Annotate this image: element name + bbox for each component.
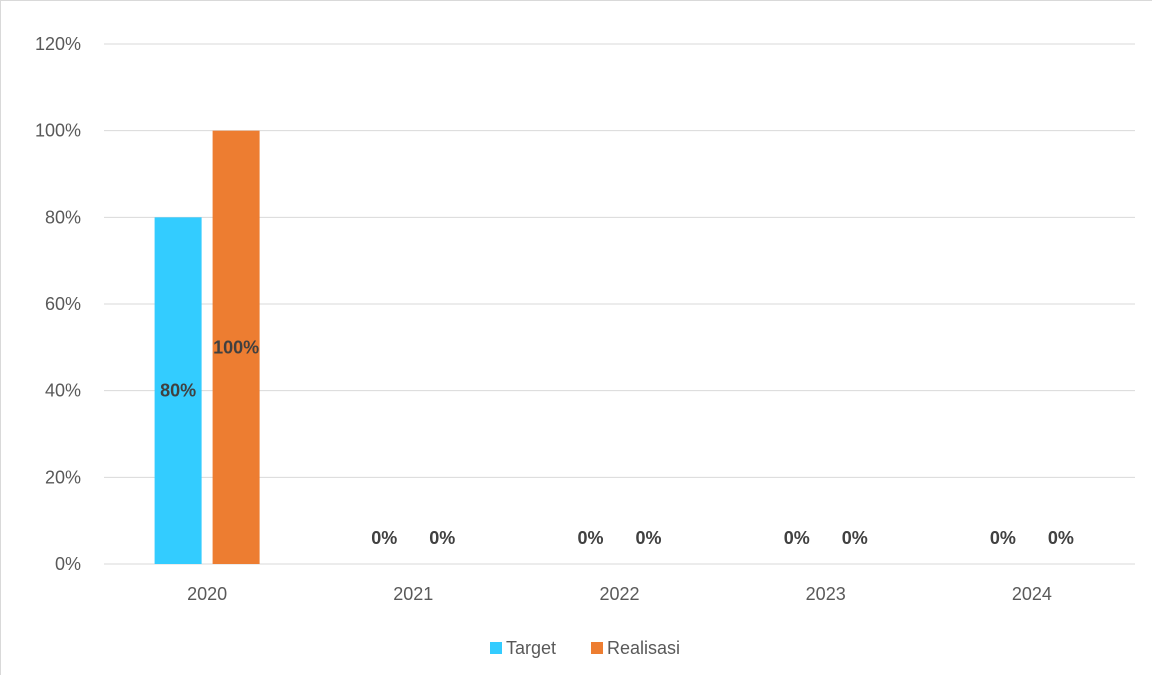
data-label-target-2020: 80%: [160, 381, 196, 401]
y-tick-label: 100%: [35, 121, 81, 141]
bar-realisasi-2020: [212, 130, 260, 564]
bars: [154, 130, 260, 565]
data-label-realisasi-2024: 0%: [1048, 528, 1074, 548]
data-label-realisasi-2023: 0%: [842, 528, 868, 548]
x-tick-label-2022: 2022: [599, 584, 639, 604]
legend: Target Realisasi: [490, 638, 680, 658]
x-axis-tick-labels: 2020 2021 2022 2023 2024: [187, 584, 1052, 604]
x-tick-label-2023: 2023: [806, 584, 846, 604]
data-label-target-2024: 0%: [990, 528, 1016, 548]
y-tick-label: 40%: [45, 381, 81, 401]
legend-swatch-target: [490, 642, 502, 654]
data-label-target-2022: 0%: [577, 528, 603, 548]
data-label-target-2021: 0%: [371, 528, 397, 548]
data-label-target-2023: 0%: [784, 528, 810, 548]
x-tick-label-2021: 2021: [393, 584, 433, 604]
y-tick-label: 0%: [55, 554, 81, 574]
legend-swatch-realisasi: [591, 642, 603, 654]
y-tick-label: 20%: [45, 467, 81, 487]
legend-item-realisasi: Realisasi: [591, 638, 680, 658]
data-label-realisasi-2021: 0%: [429, 528, 455, 548]
x-tick-label-2020: 2020: [187, 584, 227, 604]
data-labels: 80% 100% 0% 0% 0% 0% 0% 0% 0% 0%: [160, 337, 1074, 548]
x-tick-label-2024: 2024: [1012, 584, 1052, 604]
gridlines: [104, 43, 1135, 565]
y-tick-label: 60%: [45, 294, 81, 314]
y-tick-label: 80%: [45, 207, 81, 227]
data-label-realisasi-2020: 100%: [213, 337, 259, 357]
legend-label-realisasi: Realisasi: [607, 638, 680, 658]
y-tick-label: 120%: [35, 34, 81, 54]
legend-label-target: Target: [506, 638, 556, 658]
y-axis-tick-labels: 0% 20% 40% 60% 80% 100% 120%: [35, 34, 81, 574]
bar-target-2020: [154, 217, 202, 565]
data-label-realisasi-2022: 0%: [635, 528, 661, 548]
legend-item-target: Target: [490, 638, 556, 658]
